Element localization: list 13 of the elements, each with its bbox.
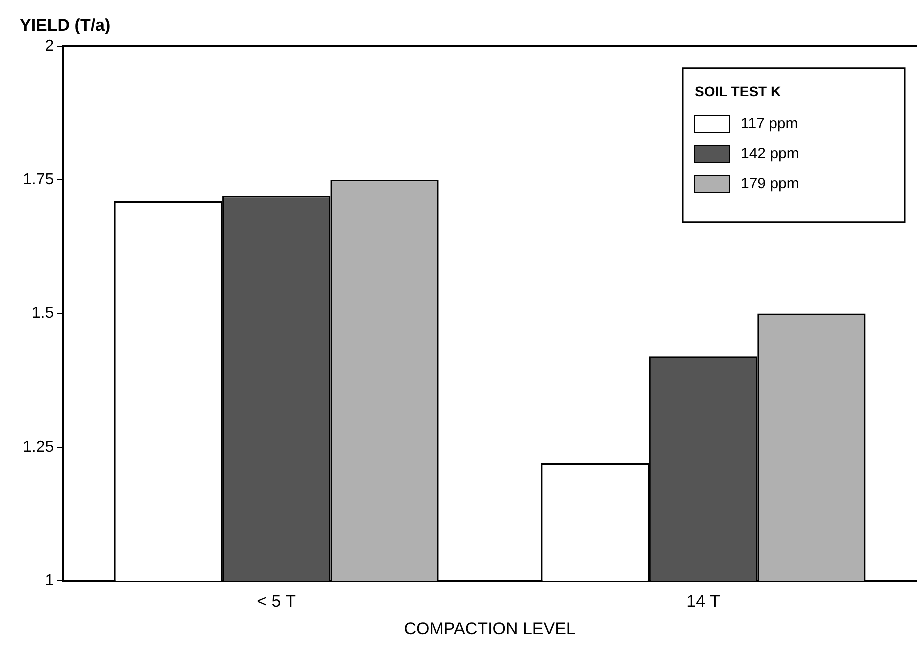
y-tick-label: 1 bbox=[45, 572, 54, 590]
y-tick-label: 1.75 bbox=[23, 172, 54, 189]
x-tick-label: 14 T bbox=[686, 592, 720, 612]
legend-label: 117 ppm bbox=[741, 116, 798, 133]
y-tick-label: 2 bbox=[45, 38, 54, 55]
legend-label: 142 ppm bbox=[741, 146, 800, 163]
legend-label: 179 ppm bbox=[741, 176, 800, 193]
y-tick-label: 1.25 bbox=[23, 438, 54, 456]
x-tick-label: < 5 T bbox=[257, 592, 296, 612]
y-tick-label: 1.5 bbox=[32, 305, 54, 322]
legend-title: SOIL TEST K bbox=[695, 83, 782, 100]
y-axis-title: YIELD (T/a) bbox=[20, 16, 111, 35]
x-axis-title: COMPACTION LEVEL bbox=[404, 619, 576, 638]
